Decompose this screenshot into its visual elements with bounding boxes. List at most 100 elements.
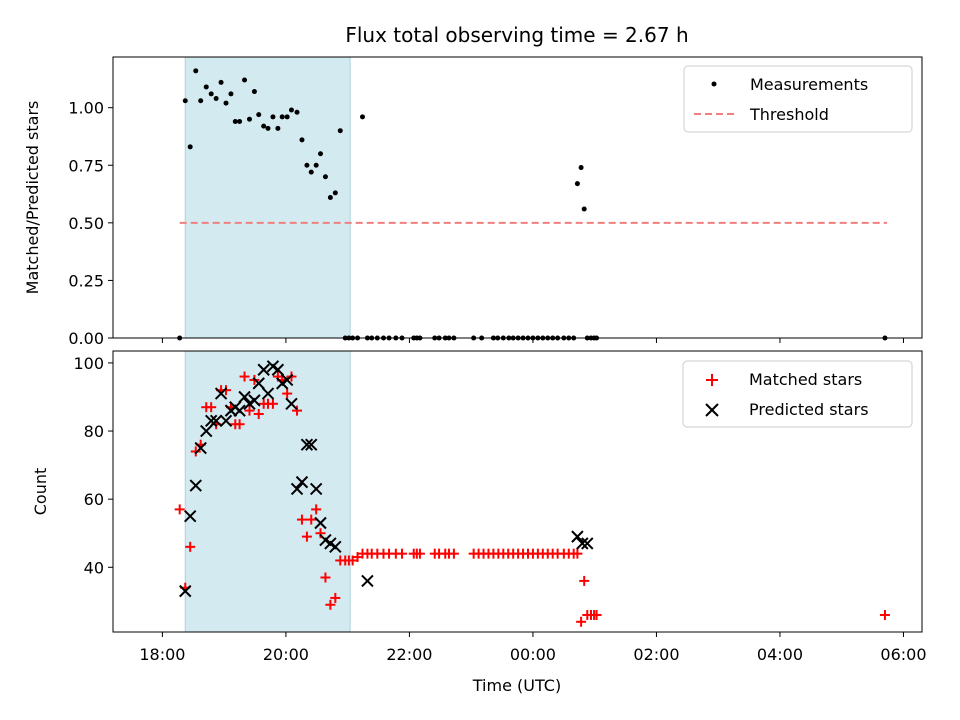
y-tick-label: 100 <box>73 354 104 373</box>
y-tick-label: 0.25 <box>68 271 104 290</box>
measurement-point <box>187 144 193 150</box>
measurement-point <box>304 162 310 168</box>
measurement-point <box>242 77 248 83</box>
matched-star-point <box>330 592 341 603</box>
predicted-star-point <box>204 414 218 428</box>
observing-window-span <box>184 350 351 633</box>
top-panel: 0.00 0.25 0.50 0.75 1.00 Matched/Predicted s… <box>23 56 923 348</box>
x-tick-label: 00:00 <box>510 645 556 664</box>
bottom-y-axis-label: Count <box>31 468 50 516</box>
measurement-point <box>256 112 262 118</box>
bottom-x-ticks: 18:00 20:00 22:00 00:00 02:00 04:00 06:00 <box>139 632 927 664</box>
predicted-star-point <box>248 394 261 407</box>
bottom-legend-box <box>682 360 913 428</box>
predicted-star-point <box>329 540 342 554</box>
measurement-point <box>308 169 314 175</box>
predicted-star-point <box>252 377 265 390</box>
bottom-observing-window-shade <box>184 350 351 633</box>
predicted-star-point <box>214 387 228 400</box>
measurement-point <box>337 128 343 134</box>
measurement-point <box>270 114 276 120</box>
x-tick-label: 20:00 <box>263 645 309 664</box>
matched-star-point <box>311 504 322 515</box>
predicted-star-point <box>233 404 246 417</box>
y-tick-label: 0.50 <box>68 214 104 233</box>
y-tick-label: 80 <box>84 422 104 441</box>
matched-star-point <box>414 548 425 559</box>
measurement-point <box>317 151 323 157</box>
legend-matched-label: Matched stars <box>749 370 862 389</box>
matched-star-point <box>244 405 255 416</box>
matched-star-point <box>234 419 245 430</box>
measurement-point <box>251 89 257 95</box>
matched-star-point <box>448 548 459 559</box>
matched-star-point <box>239 371 250 382</box>
predicted-star-point <box>280 373 294 387</box>
y-tick-label: 1.00 <box>68 99 104 118</box>
predicted-star-point <box>200 424 213 438</box>
predicted-star-point <box>576 537 589 550</box>
y-tick-label: 40 <box>84 558 104 577</box>
matched-star-point <box>267 398 278 409</box>
matched-star-point <box>301 531 312 542</box>
matched-star-point <box>206 402 217 413</box>
predicted-star-point <box>183 509 197 523</box>
matched-star-point <box>190 446 201 457</box>
predicted-star-point <box>194 441 207 455</box>
measurement-point <box>294 109 300 115</box>
measurement-point <box>193 68 199 74</box>
measurement-point <box>313 162 319 168</box>
x-axis-label: Time (UTC) <box>472 676 561 695</box>
top-y-axis-label: Matched/Predicted stars <box>23 101 42 295</box>
matched-star-point <box>572 548 583 559</box>
matched-star-point <box>221 385 232 396</box>
top-y-ticks: 0.00 0.25 0.50 0.75 1.00 <box>68 99 113 348</box>
top-legend: Measurements Threshold <box>683 65 913 133</box>
bottom-legend: Matched stars Predicted stars <box>682 360 913 428</box>
matched-star-point <box>282 388 293 399</box>
predicted-star-point <box>581 537 594 550</box>
chart-title: Flux total observing time = 2.67 h <box>345 23 688 47</box>
top-axes-frame <box>112 56 923 339</box>
x-tick-label: 22:00 <box>386 645 432 664</box>
matched-star-point <box>576 616 587 627</box>
measurement-point <box>228 91 234 97</box>
measurement-point <box>208 91 214 97</box>
measurement-point <box>327 195 333 200</box>
matched-star-point <box>185 541 196 552</box>
measurement-point <box>299 137 305 143</box>
measurement-point <box>284 114 290 120</box>
measurement-point <box>581 206 587 212</box>
measurement-point <box>218 79 224 85</box>
predicted-star-point <box>361 574 374 588</box>
measurement-point <box>279 114 285 120</box>
x-tick-label: 04:00 <box>757 645 803 664</box>
legend-measurements-label: Measurements <box>750 75 868 94</box>
predicted-star-point <box>271 363 285 376</box>
matched-star-point <box>879 609 890 620</box>
predicted-star-point <box>305 438 318 451</box>
measurement-point <box>265 125 271 131</box>
measurement-point <box>223 100 229 106</box>
measurement-point <box>246 116 252 122</box>
x-tick-label: 02:00 <box>633 645 679 664</box>
legend-predicted-label: Predicted stars <box>749 400 869 419</box>
predicted-star-point <box>285 397 298 411</box>
measurement-point <box>574 181 580 187</box>
measurement-point <box>578 165 584 171</box>
y-tick-label: 60 <box>84 490 104 509</box>
top-observing-window-shade <box>184 56 351 339</box>
measurement-point <box>232 118 238 124</box>
top-x-ticks <box>161 338 904 343</box>
legend-matched-marker <box>706 374 718 386</box>
measurement-point <box>261 123 267 129</box>
predicted-star-point <box>295 475 309 489</box>
observing-window-span <box>184 56 351 339</box>
predicted-star-point <box>238 390 251 404</box>
predicted-star-point <box>189 479 202 492</box>
bottom-axes-frame <box>112 350 923 633</box>
measurement-point <box>332 190 338 196</box>
predicted-star-point <box>209 414 223 428</box>
matched-star-point <box>579 575 590 586</box>
